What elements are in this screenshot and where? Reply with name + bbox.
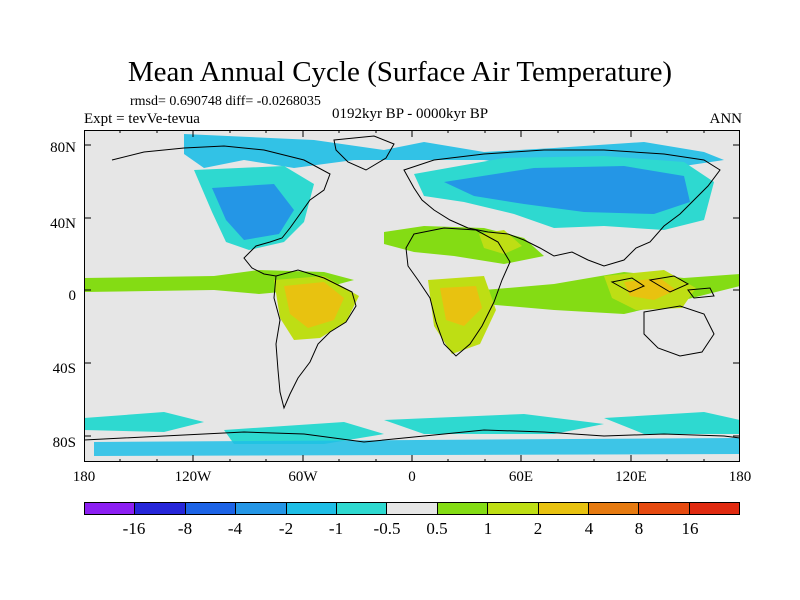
lon-label: 180	[72, 469, 96, 485]
colorbar-label: -1	[328, 519, 344, 538]
lon-label: 60E	[508, 469, 534, 485]
colorbar-segment	[185, 503, 237, 514]
period-label: 0192kyr BP - 0000kyr BP	[331, 106, 489, 122]
colorbar-label: -16	[122, 519, 146, 538]
colorbar-label: 4	[584, 519, 594, 538]
anomaly-map	[84, 130, 740, 462]
amazon-warm-core	[284, 282, 344, 328]
anomaly-field-layer	[84, 134, 740, 456]
southern-ocean-anomaly-1	[84, 412, 204, 432]
colorbar-label: -2	[278, 519, 294, 538]
lon-label: 120W	[174, 469, 212, 485]
colorbar-segment	[286, 503, 337, 514]
colorbar-segment	[336, 503, 388, 514]
colorbar-segment	[639, 503, 690, 514]
coastline-europe-asia	[403, 149, 721, 267]
arabia-warm-patch	[479, 230, 522, 254]
coastline-south-america	[273, 269, 357, 410]
axis-ticks	[84, 130, 740, 462]
lat-label: 40N	[50, 216, 76, 232]
colorbar-label: -8	[177, 519, 193, 538]
north-america-core-anomaly	[212, 184, 294, 240]
colorbar-label: 0.5	[426, 519, 448, 538]
lon-label: 0	[408, 469, 416, 485]
colorbar-segment	[689, 503, 740, 514]
colorbar	[84, 502, 740, 515]
colorbar-segment	[588, 503, 640, 514]
antarctic-anomaly	[94, 438, 740, 456]
colorbar-segment	[538, 503, 589, 514]
colorbar-label: 8	[634, 519, 644, 538]
lon-label: 60W	[288, 469, 318, 485]
coastline-africa	[405, 227, 511, 357]
colorbar-label: 1	[483, 519, 493, 538]
maritime-warm-core	[624, 278, 676, 300]
coastline-layer	[84, 135, 740, 443]
lat-label: 40S	[52, 361, 76, 377]
coastline-maritime-islands	[610, 275, 715, 299]
colorbar-segment	[387, 503, 438, 514]
lat-label: 80S	[52, 435, 76, 451]
colorbar-label: -4	[227, 519, 243, 538]
colorbar-label: 2	[533, 519, 543, 538]
lon-label: 120E	[615, 469, 647, 485]
stats-text: rmsd= 0.690748 diff= -0.0268035	[130, 94, 321, 109]
colorbar-label: -0.5	[373, 519, 401, 538]
coastline-australia	[643, 305, 715, 357]
colorbar-segment	[85, 503, 136, 514]
coastline-north-america	[111, 145, 331, 277]
lat-label: 0	[68, 288, 77, 304]
southern-ocean-anomaly-3	[384, 414, 604, 434]
coastline-greenland	[333, 135, 395, 171]
experiment-label: Expt = tevVe-tevua	[84, 111, 200, 127]
colorbar-segment	[236, 503, 287, 514]
lon-label: 180	[728, 469, 752, 485]
coastline-antarctica	[84, 429, 740, 443]
southern-ocean-anomaly-4	[604, 412, 740, 434]
colorbar-segment	[488, 503, 539, 514]
southern-ocean-anomaly-2	[224, 422, 384, 444]
eurasia-core-anomaly	[444, 166, 690, 214]
lat-label: 80N	[50, 140, 76, 156]
plot-title: Mean Annual Cycle (Surface Air Temperatu…	[127, 56, 673, 88]
colorbar-segment	[437, 503, 489, 514]
africa-warm-core	[440, 286, 482, 326]
season-label: ANN	[709, 111, 743, 127]
colorbar-label: 16	[681, 519, 699, 538]
colorbar-segment	[135, 503, 186, 514]
